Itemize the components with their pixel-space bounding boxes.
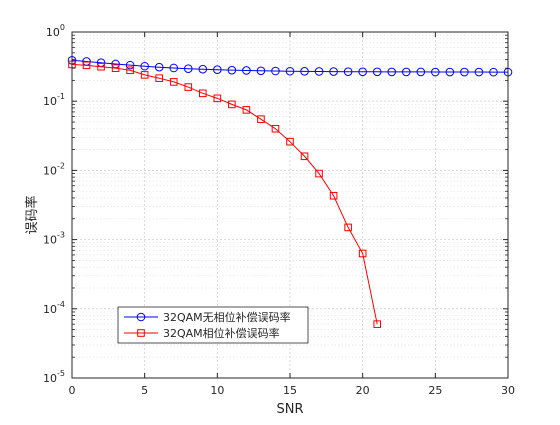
series-1-point xyxy=(227,65,237,75)
series-1-point xyxy=(154,62,164,72)
series-1-point xyxy=(474,67,484,77)
series-2-point xyxy=(315,169,323,178)
series-1-point xyxy=(401,67,411,77)
series-2-point xyxy=(257,115,265,123)
series-1-point xyxy=(329,67,338,76)
series-2-point xyxy=(111,64,120,72)
ticks-layer: 100 10-1 10-2 10-3 10-4 10-5 0 5 10 15 20 25 30 xyxy=(43,23,515,397)
series-1-point xyxy=(445,67,455,77)
series-1-point xyxy=(460,67,469,77)
y-tick-label: 10-3 xyxy=(43,231,65,247)
y-tick-label: 10-4 xyxy=(43,300,65,316)
series-2-point xyxy=(213,94,222,103)
series-1-point xyxy=(431,67,440,77)
series-1-point xyxy=(358,67,367,77)
series-2-point xyxy=(329,191,338,200)
y-tick-label: 100 xyxy=(46,23,65,39)
y-tick-label: 10-2 xyxy=(43,161,65,177)
series-1-line xyxy=(71,59,508,73)
series-2-point xyxy=(344,223,352,232)
series-2-point xyxy=(242,106,251,114)
legend: 32QAM无相位补偿误码率 32QAM相位补偿误码率 xyxy=(117,306,309,344)
series-2-point xyxy=(169,78,178,86)
series-1-point xyxy=(183,64,193,73)
series-2-point xyxy=(126,66,134,75)
series-2-point xyxy=(358,249,367,258)
x-tick-label: 30 xyxy=(501,384,515,397)
legend-marker xyxy=(136,312,146,322)
series-1-point xyxy=(271,66,280,76)
series-2-point xyxy=(155,74,163,82)
y-tick-label: 10-1 xyxy=(43,92,65,108)
series-1-point xyxy=(343,67,353,76)
series-2-point xyxy=(300,152,309,161)
series-2-point xyxy=(199,89,207,98)
series-2-point xyxy=(97,62,105,71)
series-2-point xyxy=(82,61,91,70)
series-layer xyxy=(67,55,513,328)
series-1-point xyxy=(198,64,208,74)
series-1-point xyxy=(140,61,149,71)
series-1-point xyxy=(372,67,382,77)
x-tick-label: 0 xyxy=(69,384,76,397)
series-2-point xyxy=(373,320,381,328)
series-2-point xyxy=(184,83,193,91)
series-2 xyxy=(68,60,381,328)
series-1-point xyxy=(387,67,397,77)
legend-label: 32QAM无相位补偿误码率 xyxy=(163,310,291,324)
x-tick-label: 25 xyxy=(428,384,442,397)
series-1-point xyxy=(300,67,309,76)
series-1-point xyxy=(489,67,498,77)
series-1-point xyxy=(169,63,179,73)
series-1-point xyxy=(213,65,222,75)
series-2-line xyxy=(71,63,378,325)
x-tick-label: 20 xyxy=(356,384,370,397)
series-1-point xyxy=(256,66,266,76)
x-tick-label: 5 xyxy=(141,384,148,397)
series-2-point xyxy=(140,71,149,79)
series-2-point xyxy=(286,137,294,146)
y-tick-label: 10-5 xyxy=(43,369,65,385)
x-tick-label: 15 xyxy=(283,384,297,397)
legend-box xyxy=(117,306,309,344)
series-1-point xyxy=(416,67,426,77)
series-1-point xyxy=(314,67,324,76)
series-1-point xyxy=(285,66,295,76)
series-1 xyxy=(67,55,513,77)
x-axis-title: SNR xyxy=(276,402,303,417)
legend-label: 32QAM相位补偿误码率 xyxy=(163,326,280,340)
series-2-point xyxy=(271,124,280,133)
legend-marker xyxy=(137,329,145,337)
series-1-point xyxy=(125,60,135,70)
y-axis-title: 误码率 xyxy=(24,195,40,234)
series-1-point xyxy=(242,66,251,75)
x-tick-label: 10 xyxy=(210,384,224,397)
series-2-point xyxy=(228,100,236,109)
